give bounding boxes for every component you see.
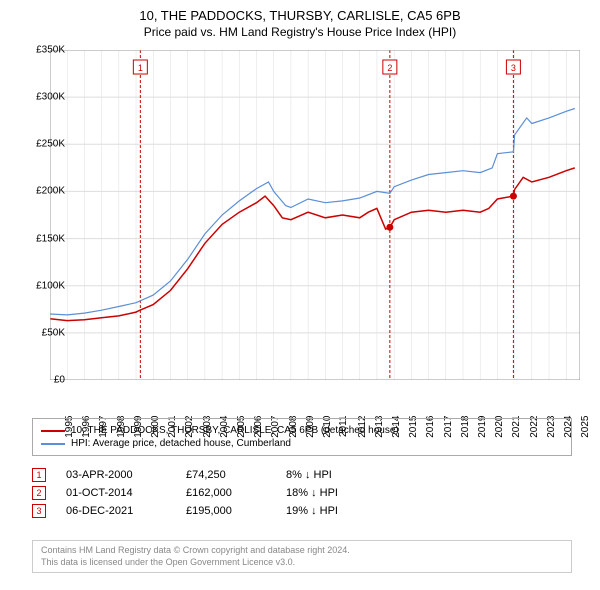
chart-svg: 1 2 3 — [50, 50, 580, 380]
title-area: 10, THE PADDOCKS, THURSBY, CARLISLE, CA5… — [0, 0, 600, 39]
y-tick-label: £350K — [20, 45, 65, 56]
event-date: 03-APR-2000 — [66, 469, 166, 481]
event-date: 01-OCT-2014 — [66, 487, 166, 499]
event-marker: 2 — [32, 486, 46, 500]
chart-area: 1 2 3 — [50, 50, 580, 380]
event-price: £74,250 — [186, 469, 266, 481]
y-tick-label: £0 — [20, 375, 65, 386]
y-tick-label: £300K — [20, 92, 65, 103]
event-diff: 18% ↓ HPI — [286, 487, 386, 499]
svg-text:3: 3 — [511, 63, 516, 73]
event-marker: 1 — [32, 468, 46, 482]
y-tick-label: £150K — [20, 233, 65, 244]
legend-label: HPI: Average price, detached house, Cumb… — [71, 438, 291, 449]
footer-line2: This data is licensed under the Open Gov… — [41, 557, 563, 569]
footer-attribution: Contains HM Land Registry data © Crown c… — [32, 540, 572, 573]
y-tick-label: £100K — [20, 280, 65, 291]
event-diff: 8% ↓ HPI — [286, 469, 386, 481]
event-row: 1 03-APR-2000 £74,250 8% ↓ HPI — [32, 468, 572, 482]
y-tick-label: £250K — [20, 139, 65, 150]
event-price: £162,000 — [186, 487, 266, 499]
legend-label: 10, THE PADDOCKS, THURSBY, CARLISLE, CA5… — [71, 425, 399, 436]
footer-line1: Contains HM Land Registry data © Crown c… — [41, 545, 563, 557]
legend-swatch — [41, 443, 65, 445]
y-tick-label: £50K — [20, 327, 65, 338]
legend-swatch — [41, 430, 65, 432]
event-row: 3 06-DEC-2021 £195,000 19% ↓ HPI — [32, 504, 572, 518]
legend-row: 10, THE PADDOCKS, THURSBY, CARLISLE, CA5… — [41, 425, 563, 436]
subtitle: Price paid vs. HM Land Registry's House … — [0, 25, 600, 39]
address-title: 10, THE PADDOCKS, THURSBY, CARLISLE, CA5… — [0, 8, 600, 23]
legend-row: HPI: Average price, detached house, Cumb… — [41, 438, 563, 449]
legend-box: 10, THE PADDOCKS, THURSBY, CARLISLE, CA5… — [32, 418, 572, 456]
event-price: £195,000 — [186, 505, 266, 517]
svg-text:1: 1 — [138, 63, 143, 73]
event-date: 06-DEC-2021 — [66, 505, 166, 517]
y-tick-label: £200K — [20, 186, 65, 197]
chart-container: 10, THE PADDOCKS, THURSBY, CARLISLE, CA5… — [0, 0, 600, 590]
event-marker: 3 — [32, 504, 46, 518]
events-table: 1 03-APR-2000 £74,250 8% ↓ HPI 2 01-OCT-2014 £… — [32, 464, 572, 522]
svg-text:2: 2 — [387, 63, 392, 73]
x-tick-label: 2025 — [580, 416, 591, 438]
event-row: 2 01-OCT-2014 £162,000 18% ↓ HPI — [32, 486, 572, 500]
event-diff: 19% ↓ HPI — [286, 505, 386, 517]
